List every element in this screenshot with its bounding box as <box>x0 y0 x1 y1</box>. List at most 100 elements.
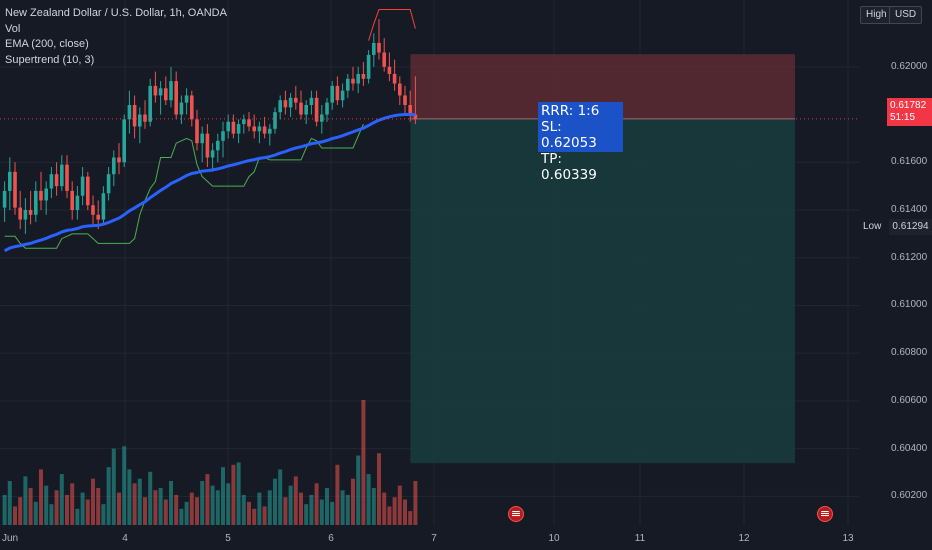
legend-supertrend[interactable]: Supertrend (10, 3) <box>5 53 95 66</box>
candlesticks <box>2 19 418 234</box>
low-price-tag: Low 0.61294 <box>859 219 932 235</box>
volume-bar <box>184 501 189 525</box>
volume-bar <box>330 501 335 525</box>
candle-body <box>242 119 246 125</box>
candle-body <box>231 121 236 134</box>
volume-bar <box>299 492 303 525</box>
volume-bar <box>44 485 49 525</box>
candle-body <box>122 119 126 163</box>
low-value: 0.61294 <box>889 219 932 235</box>
us-flag-icon[interactable] <box>817 506 833 522</box>
candle-body <box>387 66 392 74</box>
volume-bar <box>7 481 12 525</box>
current-price-tag: 0.61782 51:15 <box>887 98 932 126</box>
position-zones <box>410 54 795 464</box>
volume-bar <box>179 508 184 525</box>
time-tick: 13 <box>842 533 854 544</box>
candle-body <box>28 210 33 215</box>
volume-bar <box>18 497 23 525</box>
volume-bar <box>267 490 272 525</box>
candle-body <box>184 95 189 103</box>
volume-bar <box>169 481 173 525</box>
volume-bar <box>163 499 168 525</box>
volume-bar <box>356 455 361 525</box>
volume-bar <box>137 478 142 525</box>
currency-button[interactable]: USD <box>889 6 923 24</box>
candle-body <box>221 131 225 141</box>
candle-body <box>314 97 319 122</box>
price-axis[interactable]: 0.62000 0.61600 0.61400 0.61200 0.61000 0.608… <box>859 0 932 525</box>
volume-bar <box>106 467 111 525</box>
candle-body <box>39 190 43 201</box>
candle-body <box>372 42 376 55</box>
legend-volume[interactable]: Vol <box>5 22 21 35</box>
candle-body <box>252 126 256 132</box>
volume-bar <box>293 476 298 525</box>
candle-body <box>143 114 147 122</box>
legend-ema[interactable]: EMA (200, close) <box>5 38 89 50</box>
volume-bar <box>304 504 309 525</box>
volume-bars <box>2 400 418 525</box>
candle-body <box>18 207 22 220</box>
candle-body <box>392 73 397 84</box>
volume-bar <box>195 497 199 525</box>
candle-body <box>366 54 371 79</box>
volume-bar <box>13 506 17 525</box>
volume-bar <box>132 483 137 525</box>
candle-body <box>413 114 418 120</box>
candle-body <box>382 52 386 67</box>
candle-body <box>262 126 267 134</box>
volume-bar <box>397 485 402 525</box>
candle-body <box>200 133 204 144</box>
time-tick: 5 <box>225 533 231 544</box>
volume-bar <box>75 508 80 525</box>
candle-body <box>169 81 173 101</box>
candle-body <box>13 171 17 208</box>
candle-body <box>403 95 407 105</box>
us-flag-icon[interactable] <box>508 506 524 522</box>
volume-bar <box>288 485 293 525</box>
volume-bar <box>153 490 158 525</box>
candle-body <box>377 42 381 53</box>
candle-body <box>210 150 215 158</box>
time-tick: Jun <box>1 533 19 544</box>
high-button[interactable]: High <box>860 6 893 24</box>
candle-body <box>2 190 7 208</box>
volume-bar <box>325 487 329 525</box>
volume-bar <box>273 478 277 525</box>
candle-body <box>96 214 100 220</box>
volume-bar <box>236 462 241 525</box>
candle-body <box>398 83 402 96</box>
candle-body <box>278 100 282 113</box>
candle-body <box>75 195 80 210</box>
symbol-title[interactable]: New Zealand Dollar / U.S. Dollar, 1h, OA… <box>5 7 227 19</box>
price-tick: 0.62000 <box>891 60 928 72</box>
candle-body <box>8 171 12 191</box>
volume-bar <box>257 492 262 525</box>
volume-bar <box>226 483 231 525</box>
candle-body <box>273 112 277 129</box>
volume-bar <box>377 453 381 525</box>
volume-bar <box>340 490 345 525</box>
volume-bar <box>59 474 64 525</box>
volume-bar <box>278 469 283 525</box>
candle-body <box>330 85 334 103</box>
volume-bar <box>371 487 376 525</box>
candle-body <box>226 121 230 132</box>
current-price: 0.61782 <box>890 100 927 111</box>
candle-body <box>65 164 69 191</box>
candle-body <box>91 205 95 215</box>
candle-body <box>205 133 210 158</box>
trade-info-label[interactable]: RRR: 1:6 SL: 0.62053 TP: 0.60339 <box>538 102 623 183</box>
stop-loss-text: SL: 0.62053 <box>541 119 597 151</box>
candle-body <box>361 73 366 79</box>
candle-body <box>158 88 163 96</box>
time-tick: 6 <box>328 533 334 544</box>
volume-bar <box>283 497 288 525</box>
price-tick: 0.60400 <box>891 442 928 454</box>
volume-bar <box>252 508 257 525</box>
volume-bar <box>205 474 210 525</box>
volume-bar <box>174 494 179 525</box>
